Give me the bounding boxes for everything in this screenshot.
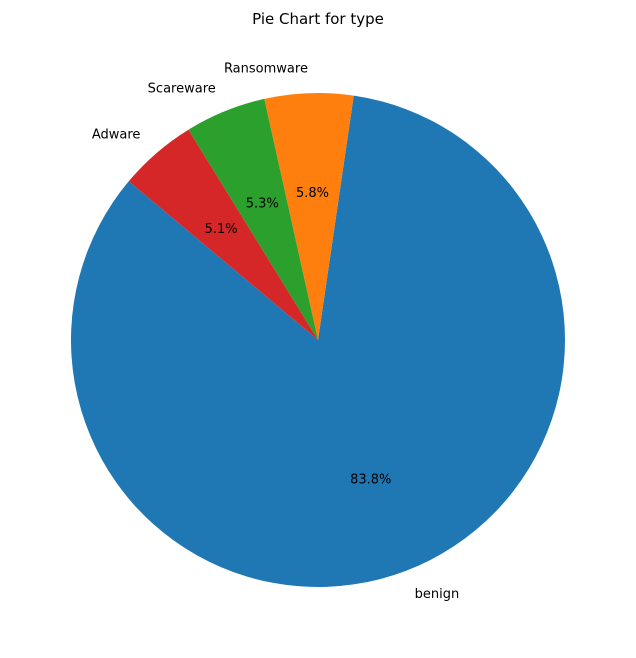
category-label-benign: benign bbox=[415, 587, 460, 602]
percent-label-ransomware: 5.8% bbox=[296, 186, 329, 201]
pie-slices bbox=[71, 93, 565, 587]
percent-label-adware: 5.1% bbox=[205, 222, 238, 237]
pie-slice-ransomware bbox=[264, 93, 354, 340]
pie-slice-scareware bbox=[188, 98, 318, 340]
category-label-scareware: Scareware bbox=[148, 81, 216, 96]
category-label-adware: Adware bbox=[92, 127, 141, 142]
pie-slice-adware bbox=[128, 129, 318, 340]
category-label-ransomware: Ransomware bbox=[224, 61, 308, 76]
percent-label-scareware: 5.3% bbox=[246, 197, 279, 212]
percent-label-benign: 83.8% bbox=[350, 473, 391, 488]
pie-labels: benign 83.8% Ransomware 5.8% Scareware 5.3% Ad… bbox=[92, 61, 459, 601]
chart-title: Pie Chart for type bbox=[252, 10, 384, 28]
pie-slice-benign bbox=[71, 95, 565, 587]
